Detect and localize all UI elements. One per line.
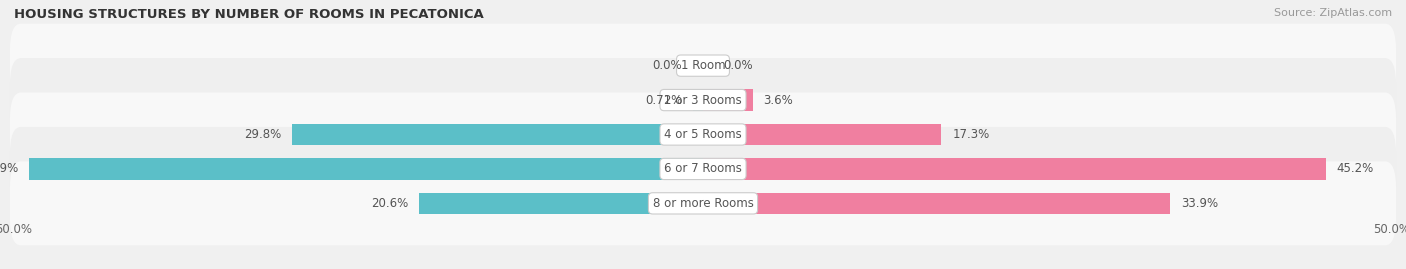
- FancyBboxPatch shape: [10, 127, 1396, 211]
- Text: 45.2%: 45.2%: [1337, 162, 1374, 175]
- Bar: [703, 158, 1326, 180]
- Text: 17.3%: 17.3%: [952, 128, 990, 141]
- Bar: [703, 193, 1170, 214]
- Bar: [30, 158, 703, 180]
- FancyBboxPatch shape: [10, 58, 1396, 142]
- Bar: [703, 89, 752, 111]
- Text: HOUSING STRUCTURES BY NUMBER OF ROOMS IN PECATONICA: HOUSING STRUCTURES BY NUMBER OF ROOMS IN…: [14, 8, 484, 21]
- Text: 4 or 5 Rooms: 4 or 5 Rooms: [664, 128, 742, 141]
- Text: 0.0%: 0.0%: [652, 59, 682, 72]
- Text: 20.6%: 20.6%: [371, 197, 408, 210]
- FancyBboxPatch shape: [10, 93, 1396, 176]
- Text: 33.9%: 33.9%: [1181, 197, 1218, 210]
- Text: 8 or more Rooms: 8 or more Rooms: [652, 197, 754, 210]
- Text: 3.6%: 3.6%: [763, 94, 793, 107]
- Text: 0.0%: 0.0%: [724, 59, 754, 72]
- Text: 48.9%: 48.9%: [0, 162, 18, 175]
- FancyBboxPatch shape: [10, 161, 1396, 245]
- FancyBboxPatch shape: [10, 24, 1396, 108]
- Bar: [693, 89, 703, 111]
- Text: 1 Room: 1 Room: [681, 59, 725, 72]
- Text: Source: ZipAtlas.com: Source: ZipAtlas.com: [1274, 8, 1392, 18]
- Bar: [419, 193, 703, 214]
- Text: 29.8%: 29.8%: [245, 128, 281, 141]
- Bar: [292, 124, 703, 145]
- Bar: [703, 124, 942, 145]
- Text: 2 or 3 Rooms: 2 or 3 Rooms: [664, 94, 742, 107]
- Text: 6 or 7 Rooms: 6 or 7 Rooms: [664, 162, 742, 175]
- Text: 0.71%: 0.71%: [645, 94, 682, 107]
